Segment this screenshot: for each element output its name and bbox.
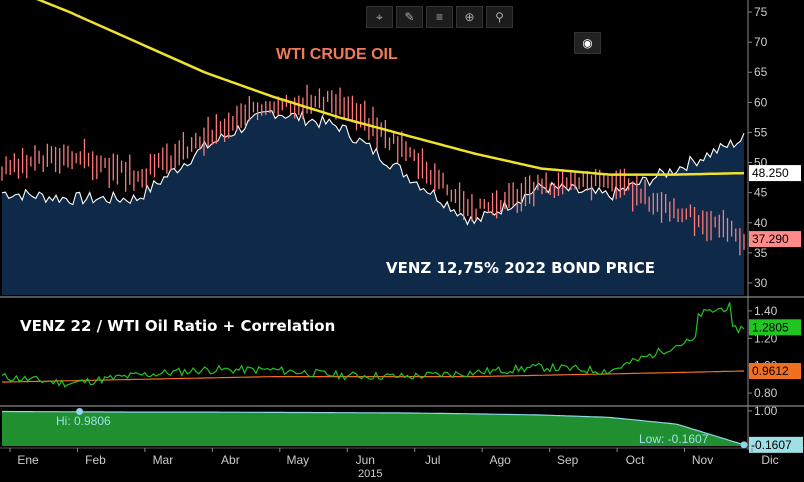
- text-lines-icon[interactable]: ≡: [426, 6, 453, 28]
- correlation-value-box: [749, 436, 803, 453]
- ma-value-label: 48.250: [752, 166, 789, 180]
- y-tick-label: 1.40: [754, 304, 778, 318]
- x-tick-label: Nov: [692, 453, 713, 467]
- x-tick-label: Jun: [356, 453, 375, 467]
- oil-chart-title: WTI CRUDE OIL: [276, 46, 398, 63]
- y-tick-label: 0.80: [754, 386, 778, 400]
- oil-value-box: [749, 231, 801, 248]
- y-tick-label: 40: [754, 216, 768, 230]
- correlation-area: [2, 411, 744, 446]
- x-tick-label: Dic: [761, 453, 778, 467]
- correlation-value-label: -0.1607: [751, 438, 792, 452]
- x-tick-label: Ago: [490, 453, 512, 467]
- record-icon[interactable]: ◉: [574, 32, 601, 54]
- oil-value-label: 37.290: [752, 232, 789, 246]
- y-tick-label: 1.00: [754, 404, 778, 418]
- x-tick-label: Mar: [153, 453, 174, 467]
- y-tick-label: 70: [754, 35, 768, 49]
- ratio-value-label: 1.2805: [752, 320, 789, 334]
- ratio-panel-title: VENZ 22 / WTI Oil Ratio + Correlation: [20, 317, 336, 335]
- bond-price-area: [2, 110, 744, 295]
- pencil-icon[interactable]: ✎: [396, 6, 423, 28]
- y-tick-label: 35: [754, 246, 768, 260]
- chart-toolbar: ⌖ ✎ ≡ ⊕ ⚲ ◉: [366, 6, 601, 54]
- y-tick-label: 30: [754, 276, 768, 290]
- zoom-icon[interactable]: ⊕: [456, 6, 483, 28]
- x-tick-label: May: [286, 453, 309, 467]
- y-tick-label: 55: [754, 125, 768, 139]
- x-tick-label: Oct: [626, 453, 645, 467]
- x-tick-label: Sep: [557, 453, 579, 467]
- crosshair-icon[interactable]: ⌖: [366, 6, 393, 28]
- y-tick-label: 65: [754, 65, 768, 79]
- y-tick-label: 75: [754, 5, 768, 19]
- correlation-low-annotation: Low: -0.1607: [639, 432, 709, 446]
- ratio-average-line: [1, 370, 745, 383]
- ratio-line: [1, 302, 745, 388]
- x-tick-label: Jul: [425, 453, 440, 467]
- y-tick-label: 45: [754, 186, 768, 200]
- search-icon[interactable]: ⚲: [486, 6, 513, 28]
- correlation-high-annotation: Hi: 0.9806: [56, 414, 111, 428]
- ratio-value-box: [749, 319, 801, 336]
- correlation-high-marker: [76, 408, 84, 416]
- bond-price-label: VENZ 12,75% 2022 BOND PRICE: [386, 259, 655, 277]
- x-tick-label: Feb: [85, 453, 106, 467]
- moving-average-line: [36, 0, 745, 176]
- x-tick-label: Abr: [221, 453, 240, 467]
- ratio-average-value-box: [749, 362, 801, 379]
- y-tick-label: 60: [754, 95, 768, 109]
- correlation-low-marker: [740, 441, 748, 449]
- x-tick-label: Ene: [17, 453, 39, 467]
- correlation-line: [2, 410, 745, 446]
- ma-value-box: [749, 165, 801, 182]
- ratio-average-value-label: 0.9612: [752, 364, 789, 378]
- oil-price-bars: [1, 84, 745, 256]
- year-label: 2015: [358, 468, 383, 480]
